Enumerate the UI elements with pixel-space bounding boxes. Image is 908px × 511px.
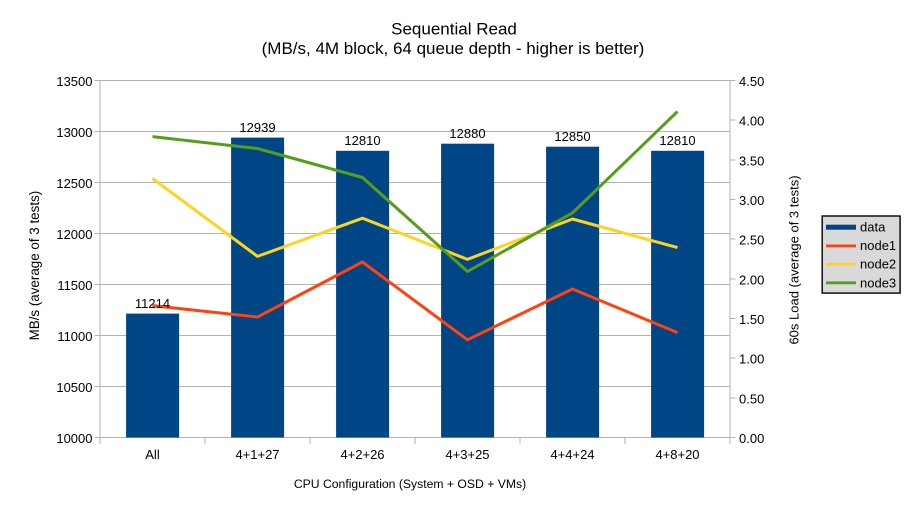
svg-text:60s Load (average of 3 tests): 60s Load (average of 3 tests) <box>787 175 802 344</box>
svg-text:12850: 12850 <box>554 129 590 144</box>
svg-text:All: All <box>145 447 160 462</box>
svg-text:4+1+27: 4+1+27 <box>235 447 279 462</box>
svg-text:CPU Configuration (System + OS: CPU Configuration (System + OSD + VMs) <box>294 477 526 491</box>
svg-text:4+8+20: 4+8+20 <box>655 447 699 462</box>
svg-text:node2: node2 <box>860 257 896 272</box>
svg-text:Sequential Read: Sequential Read <box>391 19 517 38</box>
svg-text:10500: 10500 <box>56 380 92 395</box>
svg-text:2.50: 2.50 <box>739 233 764 248</box>
svg-text:11000: 11000 <box>57 329 92 344</box>
svg-text:12880: 12880 <box>449 126 485 141</box>
svg-text:data: data <box>860 220 886 235</box>
svg-text:4.50: 4.50 <box>739 74 764 89</box>
svg-text:12000: 12000 <box>56 227 92 242</box>
svg-text:12810: 12810 <box>659 133 695 148</box>
svg-text:4+4+24: 4+4+24 <box>550 447 594 462</box>
svg-text:4.00: 4.00 <box>739 114 764 129</box>
svg-text:0.50: 0.50 <box>739 391 764 406</box>
svg-text:13000: 13000 <box>56 125 92 140</box>
svg-text:13500: 13500 <box>56 74 92 89</box>
svg-text:11500: 11500 <box>57 278 92 293</box>
svg-text:(MB/s, 4M block, 64 queue dept: (MB/s, 4M block, 64 queue depth - higher… <box>262 39 645 58</box>
svg-text:1.00: 1.00 <box>739 352 764 367</box>
svg-text:11214: 11214 <box>135 296 170 311</box>
svg-text:4+2+26: 4+2+26 <box>340 447 384 462</box>
svg-text:2.00: 2.00 <box>739 272 764 287</box>
svg-text:0.00: 0.00 <box>739 431 764 446</box>
svg-text:4+3+25: 4+3+25 <box>445 447 489 462</box>
svg-text:3.00: 3.00 <box>739 193 764 208</box>
svg-text:10000: 10000 <box>56 431 92 446</box>
svg-text:1.50: 1.50 <box>739 312 764 327</box>
svg-text:3.50: 3.50 <box>739 153 764 168</box>
svg-text:MB/s (average of 3 tests): MB/s (average of 3 tests) <box>27 191 42 341</box>
svg-text:12500: 12500 <box>56 176 92 191</box>
svg-text:12810: 12810 <box>344 133 380 148</box>
svg-text:node1: node1 <box>860 238 896 253</box>
svg-text:node3: node3 <box>860 275 896 290</box>
svg-text:12939: 12939 <box>239 120 275 135</box>
